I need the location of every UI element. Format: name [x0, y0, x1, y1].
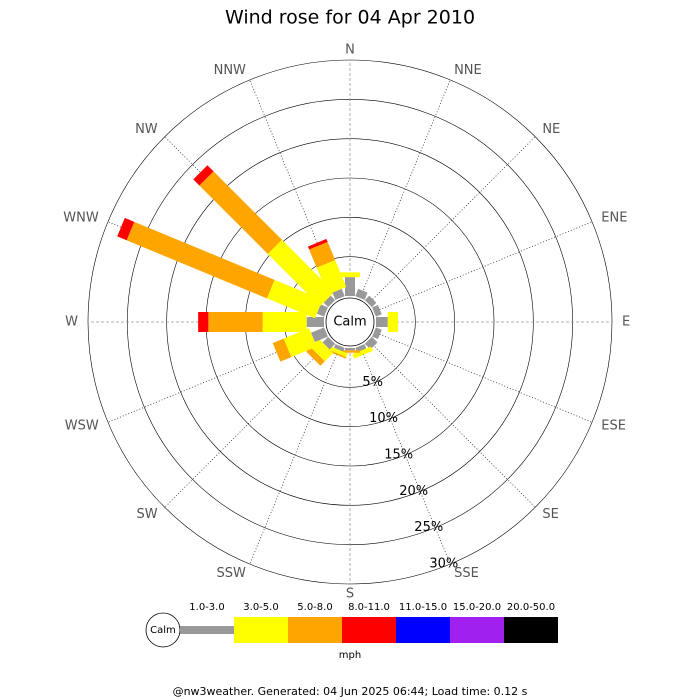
rose-segment [327, 345, 348, 358]
calm-label: Calm [333, 315, 366, 330]
rose-segment [327, 349, 347, 359]
direction-label: NE [542, 122, 560, 137]
rose-segment [364, 336, 378, 350]
rose-segment [306, 347, 325, 366]
rose-segment [117, 217, 135, 241]
rose-segment [372, 327, 382, 339]
spoke [164, 340, 332, 508]
chart-title: Wind rose for 04 Apr 2010 [225, 7, 475, 29]
direction-label: WNW [63, 210, 99, 225]
rose-segment [126, 221, 275, 299]
rose-segment [310, 338, 334, 362]
legend-swatch [396, 617, 450, 643]
rose-segment [340, 350, 360, 353]
rose-segment [306, 317, 324, 327]
legend-label: 8.0-11.0 [348, 602, 390, 613]
legend-swatch [450, 617, 504, 643]
direction-label: WSW [65, 419, 99, 434]
rose-segment [352, 346, 373, 359]
ring-label: 20% [399, 484, 428, 499]
legend-calm-label: Calm [150, 625, 176, 636]
spoke [368, 340, 536, 508]
rose-segment [193, 165, 214, 186]
direction-label: N [345, 43, 355, 58]
spoke [373, 221, 593, 313]
legend-label: 15.0-20.0 [453, 602, 501, 613]
legend-swatch [180, 626, 234, 634]
legend-label: 3.0-5.0 [243, 602, 278, 613]
direction-label: NW [135, 122, 158, 137]
rose-segment [333, 344, 345, 352]
spoke [359, 79, 451, 299]
rose-segment [364, 295, 377, 308]
rose-segment [199, 171, 282, 254]
legend-label: 5.0-8.0 [297, 602, 332, 613]
legend-swatch [504, 617, 558, 643]
rose-segment [322, 336, 336, 350]
rose-segment [345, 348, 355, 351]
direction-label: ENE [601, 210, 627, 225]
rose-segment [316, 259, 347, 295]
direction-label: SSW [217, 566, 247, 581]
legend-label: 20.0-50.0 [507, 602, 555, 613]
direction-label: NNW [214, 63, 246, 78]
direction-label: ESE [601, 419, 626, 434]
legend-swatch [288, 617, 342, 643]
direction-label: SW [137, 507, 158, 522]
rose-segment [310, 327, 328, 342]
rose-segment [198, 312, 209, 332]
rose-segment [309, 241, 336, 268]
rose-segment [316, 304, 328, 317]
direction-label: W [65, 315, 78, 330]
direction-label: SSE [454, 566, 479, 581]
direction-label: SE [542, 507, 558, 522]
spoke [368, 136, 536, 304]
ring-label: 5% [362, 375, 383, 390]
ring-label: 25% [414, 520, 443, 535]
legend-unit: mph [339, 650, 361, 661]
rose-segment [267, 239, 335, 307]
ring-label: 15% [384, 448, 413, 463]
footer: @nw3weather. Generated: 04 Jun 2025 06:4… [173, 685, 528, 698]
rose-segment [262, 312, 307, 332]
ring-label: 30% [429, 557, 458, 572]
spoke [373, 331, 593, 423]
rose-segment [283, 328, 317, 358]
direction-label: NNE [454, 63, 482, 78]
legend-swatch [234, 617, 288, 643]
legend-label: 11.0-15.0 [399, 602, 447, 613]
rose-segment [372, 305, 382, 317]
calm-circle [325, 297, 375, 347]
rose-segment [208, 312, 263, 332]
spoke [249, 345, 341, 565]
rose-segment [345, 277, 355, 296]
rose-segment [355, 288, 368, 300]
rose-segment [266, 279, 323, 319]
rose-segment [272, 338, 292, 362]
rose-segment [340, 272, 360, 278]
direction-label: S [346, 587, 354, 602]
legend-label: 1.0-3.0 [189, 602, 224, 613]
rose-segment [323, 295, 336, 308]
rose-segment [332, 288, 345, 300]
spoke [359, 345, 451, 565]
rose-segment [376, 317, 388, 327]
rose-segment [355, 344, 367, 353]
legend-swatch [342, 617, 396, 643]
ring-label: 10% [369, 411, 398, 426]
direction-label: E [622, 315, 630, 330]
rose-segment [307, 238, 328, 250]
rose-segment [387, 312, 399, 332]
